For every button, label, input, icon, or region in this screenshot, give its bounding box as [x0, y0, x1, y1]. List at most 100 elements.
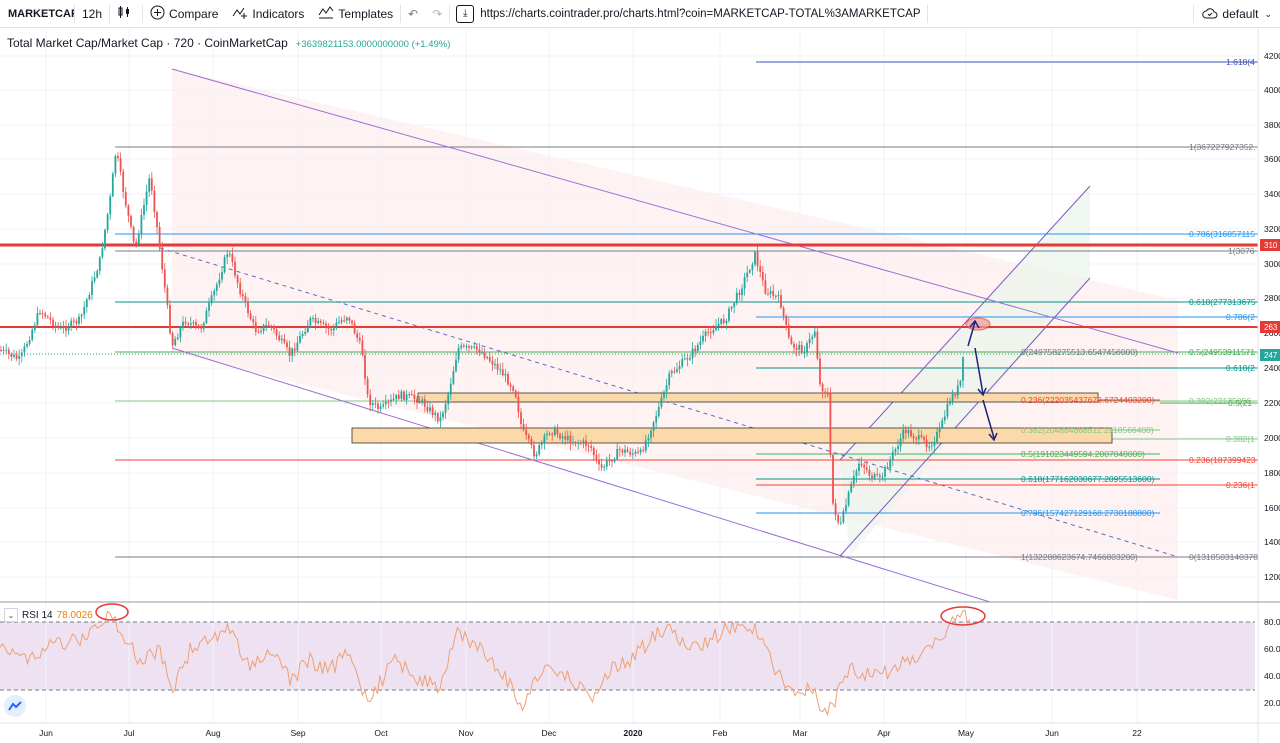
candle-body	[683, 358, 686, 360]
candle-body	[403, 391, 405, 400]
candle-body	[715, 326, 717, 331]
candle-body	[527, 435, 530, 440]
candle-body	[249, 313, 252, 320]
candle-body	[470, 346, 473, 348]
candle-body	[665, 385, 668, 392]
candle-body	[457, 347, 460, 360]
candle-body	[270, 326, 273, 328]
candle-body	[57, 325, 60, 328]
candle-body	[546, 433, 548, 436]
candle-body	[754, 251, 756, 265]
candle-body	[899, 438, 902, 447]
candle-body	[410, 394, 413, 396]
compare-button[interactable]: Compare	[143, 0, 225, 28]
candle-body	[691, 348, 694, 359]
download-icon[interactable]: ⤓	[456, 4, 475, 23]
candle-body	[579, 442, 582, 444]
chevron-down-icon: ⌄	[1264, 8, 1272, 19]
candle-body	[171, 333, 174, 346]
candle-body	[210, 295, 213, 304]
candle-body	[36, 313, 39, 326]
candle-body	[135, 241, 138, 244]
undo-button[interactable]: ↶	[401, 0, 425, 28]
candle-body	[418, 401, 421, 403]
collapse-chevron-icon[interactable]: ⌄	[4, 608, 18, 622]
candle-body	[509, 384, 512, 387]
candle-body	[933, 441, 936, 446]
candle-body	[629, 451, 632, 455]
candle-body	[639, 449, 642, 453]
candle-body	[655, 415, 658, 423]
candle-body	[540, 442, 543, 445]
chart-type-button[interactable]	[110, 0, 142, 28]
candle-body	[382, 404, 385, 407]
tradingview-logo-icon[interactable]	[4, 695, 26, 717]
candle-body	[455, 359, 457, 372]
candle-body	[163, 269, 166, 288]
candle-body	[15, 354, 18, 359]
candle-body	[743, 277, 746, 289]
fib-level-label: 0.618(2	[1226, 363, 1255, 373]
time-tick-label: 22	[1132, 728, 1142, 738]
chart-title: Total Market Cap/Market Cap · 720 · Coin…	[7, 36, 288, 50]
candle-body	[777, 295, 780, 297]
candle-body	[538, 444, 541, 455]
candle-body	[429, 407, 431, 412]
candle-body	[52, 319, 54, 327]
symbol-search[interactable]: MARKETCAF	[8, 7, 74, 20]
candle-body	[494, 363, 496, 365]
candle-body	[330, 328, 333, 331]
candle-body	[379, 406, 382, 410]
price-tick-label: 3000	[1264, 259, 1280, 269]
candle-body	[325, 323, 327, 328]
candle-body	[798, 344, 801, 350]
chart-url[interactable]: ⤓ https://charts.cointrader.pro/charts.h…	[450, 0, 926, 28]
time-axis-labels[interactable]: Jun Jul Aug Sep Oct Nov Dec 2020 Feb Mar Apr May Jun…	[39, 728, 1142, 738]
candle-body	[663, 391, 665, 398]
candle-body	[618, 448, 621, 450]
candle-body	[351, 320, 353, 324]
top-highlight-ellipse	[965, 317, 991, 331]
candle-body	[335, 322, 338, 327]
candle-body	[20, 352, 23, 357]
candle-body	[717, 323, 720, 327]
candle-body	[858, 463, 860, 471]
rsi-tick-label: 80.00	[1264, 617, 1280, 627]
fib-level-label: 0.236(1	[1226, 480, 1255, 490]
templates-button[interactable]: Templates	[311, 0, 400, 28]
price-axis[interactable]	[1258, 29, 1280, 604]
candle-body	[449, 383, 452, 395]
compare-label: Compare	[169, 6, 219, 21]
candle-body	[174, 339, 177, 346]
candle-body	[585, 440, 587, 446]
candle-body	[286, 342, 288, 348]
candle-body	[603, 466, 606, 468]
divider	[1193, 5, 1195, 23]
candle-body	[91, 281, 93, 295]
price-badge-label: 263	[1264, 323, 1278, 332]
candle-body	[761, 272, 764, 281]
candle-body	[122, 171, 125, 192]
candle-body	[70, 320, 73, 328]
candle-body	[652, 422, 655, 431]
price-tick-label: 1400	[1264, 537, 1280, 547]
candle-body	[72, 320, 75, 322]
candle-body	[338, 322, 340, 324]
candle-body	[278, 335, 281, 341]
rsi-tick-label: 60.00	[1264, 644, 1280, 654]
fib-level-label: 0.5(21	[1228, 398, 1252, 408]
candle-body	[143, 204, 145, 215]
fib-level-label: 0(1318503140378	[1189, 552, 1258, 562]
candle-body	[483, 352, 486, 358]
indicators-button[interactable]: Indicators	[225, 0, 311, 28]
fib-level-label: 1(132288623674.7466803200)	[1021, 552, 1138, 562]
candle-body	[444, 404, 447, 413]
interval-button[interactable]: 12h	[82, 6, 103, 21]
candle-body	[486, 357, 489, 359]
plus-circle-icon	[150, 5, 165, 23]
redo-button[interactable]: ↷	[425, 0, 449, 28]
candle-body	[845, 505, 847, 512]
layout-theme-button[interactable]: default ⌄	[1194, 7, 1280, 22]
candle-body	[535, 454, 538, 457]
